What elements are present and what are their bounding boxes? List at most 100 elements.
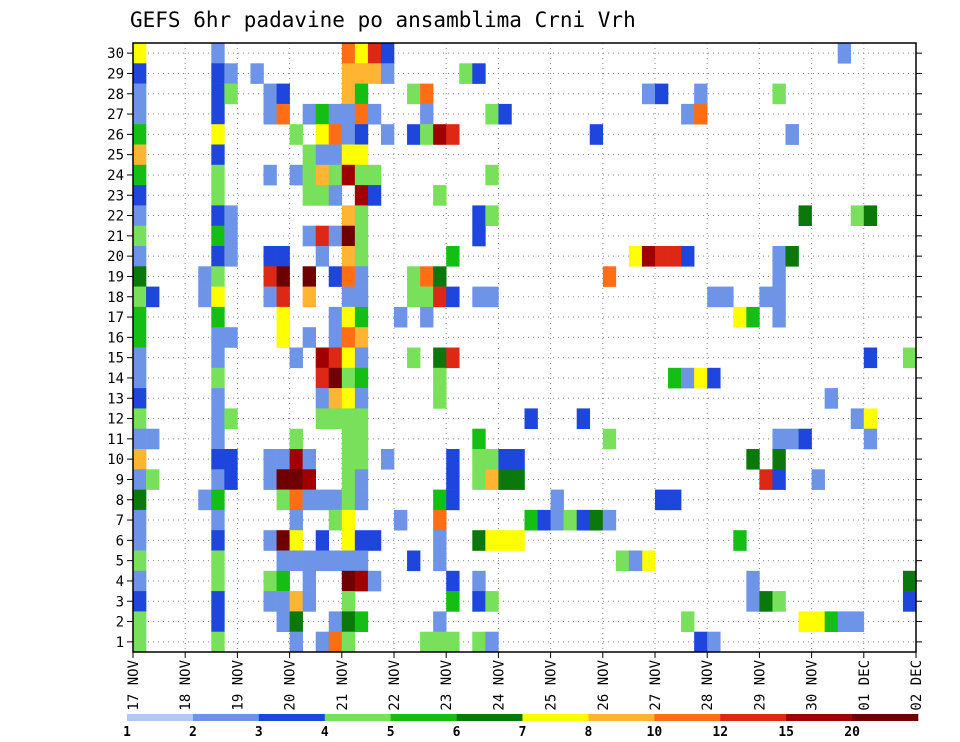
y-tick-label: 19 [107,269,124,285]
heatmap-cell [341,489,356,511]
heatmap-cell [211,63,225,84]
heatmap-cell [302,103,316,125]
heatmap-cell [498,469,512,490]
heatmap-cell [354,103,369,125]
colorbar-swatch [456,714,523,721]
heatmap-cell [211,306,225,328]
heatmap-cell [354,469,369,490]
heatmap-cell [211,246,225,267]
heatmap-cell [302,144,316,166]
heatmap-cell [289,449,303,470]
heatmap-cell [211,164,225,186]
heatmap-cell [811,469,825,490]
heatmap-cell [433,388,447,409]
heatmap-cell [472,449,486,470]
y-tick-label: 9 [116,472,124,488]
heatmap-cell [694,367,708,389]
heatmap-cell [133,164,147,186]
heatmap-cell [328,225,343,247]
heatmap-cell [746,591,760,612]
heatmap-cell [133,570,147,592]
heatmap-cell [315,185,330,206]
heatmap-cell [133,103,147,125]
heatmap-cell [446,347,460,369]
heatmap-cell [850,205,865,226]
heatmap-cell [459,63,473,84]
heatmap-cell [746,306,760,328]
heatmap-cell [341,306,356,328]
x-tick-label: 24 NOV [491,659,507,710]
x-tick-label: 21 NOV [335,659,351,710]
heatmap-cell [341,388,356,409]
heatmap-cell [315,530,330,551]
heatmap-cell [315,408,330,429]
heatmap-cell [133,205,147,226]
y-tick-label: 1 [116,635,124,651]
heatmap-cell [367,164,382,186]
heatmap-cell [668,489,682,511]
y-tick-label: 21 [107,229,124,245]
heatmap-cell [641,550,656,572]
heatmap-cell [354,489,369,511]
heatmap-cell [224,327,238,348]
heatmap-cell [315,103,330,125]
heatmap-cell [354,266,369,287]
heatmap-cell [289,124,303,145]
heatmap-cell [198,489,212,511]
heatmap-cell [746,449,760,470]
heatmap-cell [707,286,721,308]
y-tick-label: 2 [116,615,124,631]
heatmap-cell [133,63,147,84]
heatmap-cell [315,124,330,145]
heatmap-cell [315,246,330,267]
heatmap-cell [433,124,447,145]
heatmap-cell [211,570,225,592]
heatmap-cell [354,83,369,105]
heatmap-cell [407,124,421,145]
heatmap-cell [707,367,721,389]
heatmap-cell [341,347,356,369]
heatmap-cell [341,408,356,429]
colorbar-label: 3 [255,725,263,740]
heatmap-cell [224,246,238,267]
heatmap-cell [472,530,486,551]
heatmap-cell [681,103,695,125]
colorbar-swatch [522,714,589,721]
heatmap-cell [276,591,290,612]
heatmap-cell [354,408,369,429]
heatmap-cell [302,225,316,247]
heatmap-cell [785,428,799,450]
y-axis-ticks: 1234567891011121314151617181920212223242… [107,46,922,651]
y-tick-label: 26 [107,127,124,143]
colorbar-label: 2 [189,725,197,740]
x-tick-label: 18 NOV [178,659,194,710]
heatmap-cell [354,144,369,166]
heatmap-cell [354,570,369,592]
heatmap-cell [367,185,382,206]
x-tick-label: 17 NOV [126,659,142,710]
heatmap-cell [354,286,369,308]
heatmap-cell [328,266,343,287]
heatmap-cell [328,306,343,328]
heatmap-cell [341,428,356,450]
heatmap-cell [472,225,486,247]
heatmap-cell [302,570,316,592]
heatmap-cell [354,246,369,267]
heatmap-cell [133,509,147,531]
heatmap-cell [798,205,812,226]
heatmap-cell [146,469,160,490]
y-tick-label: 7 [116,513,124,529]
x-tick-label: 27 NOV [648,659,664,710]
heatmap-cell [798,611,812,632]
heatmap-cell [485,530,499,551]
heatmap-cell [354,530,369,551]
heatmap-cell [133,306,147,328]
heatmap-cell [133,347,147,369]
heatmap-cell [433,185,447,206]
heatmap-cell [511,449,525,470]
heatmap-cell [420,631,434,653]
heatmap-cell [289,347,303,369]
y-tick-label: 16 [107,330,124,346]
heatmap-cell [211,225,225,247]
heatmap-cell [772,428,786,450]
